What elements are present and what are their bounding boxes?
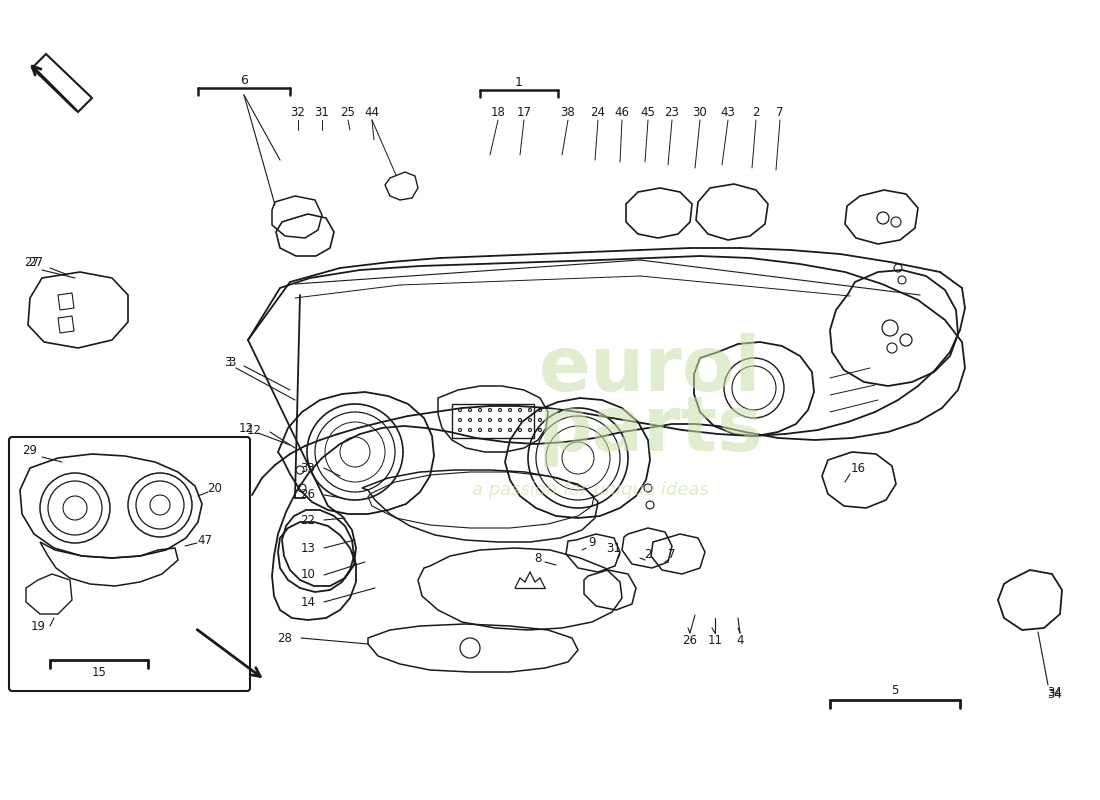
Text: 31: 31 — [606, 542, 621, 554]
Text: 11: 11 — [707, 634, 723, 646]
Text: 38: 38 — [561, 106, 575, 118]
Text: 45: 45 — [640, 106, 656, 118]
Text: 44: 44 — [364, 106, 380, 118]
Text: 46: 46 — [615, 106, 629, 118]
Text: 28: 28 — [277, 631, 293, 645]
Text: 29: 29 — [22, 443, 37, 457]
Text: 9: 9 — [588, 535, 596, 549]
Text: 12: 12 — [239, 422, 253, 434]
Text: 8: 8 — [535, 551, 541, 565]
Text: 20: 20 — [208, 482, 222, 494]
Text: 34: 34 — [1047, 687, 1063, 701]
Text: 2: 2 — [752, 106, 760, 118]
Text: 3: 3 — [229, 355, 235, 369]
Text: 32: 32 — [290, 106, 306, 118]
Text: 19: 19 — [31, 619, 45, 633]
Text: 6: 6 — [240, 74, 248, 86]
Text: parts: parts — [537, 393, 762, 467]
Text: 27: 27 — [24, 255, 40, 269]
Text: 13: 13 — [300, 542, 316, 554]
Text: a passion for unique ideas: a passion for unique ideas — [472, 481, 708, 499]
Text: 27: 27 — [29, 255, 44, 269]
Text: 7: 7 — [669, 547, 675, 561]
FancyBboxPatch shape — [9, 437, 250, 691]
Text: 43: 43 — [720, 106, 736, 118]
Text: 2: 2 — [645, 547, 651, 561]
Text: 26: 26 — [300, 489, 316, 502]
Text: 5: 5 — [891, 683, 899, 697]
Text: 14: 14 — [300, 595, 316, 609]
Text: 25: 25 — [341, 106, 355, 118]
Text: 1: 1 — [515, 75, 522, 89]
Text: 18: 18 — [491, 106, 505, 118]
Text: 10: 10 — [300, 569, 316, 582]
Text: 23: 23 — [664, 106, 680, 118]
Text: 33: 33 — [300, 462, 316, 474]
Text: 24: 24 — [591, 106, 605, 118]
Text: 15: 15 — [91, 666, 107, 678]
Text: 30: 30 — [693, 106, 707, 118]
Text: 26: 26 — [682, 634, 697, 646]
Text: 3: 3 — [224, 355, 232, 369]
Text: 34: 34 — [1047, 686, 1063, 698]
Text: 4: 4 — [736, 634, 744, 646]
Text: 31: 31 — [315, 106, 329, 118]
Text: 7: 7 — [777, 106, 783, 118]
Text: 47: 47 — [198, 534, 212, 546]
Text: 17: 17 — [517, 106, 531, 118]
Text: 16: 16 — [850, 462, 866, 474]
Text: 22: 22 — [300, 514, 316, 526]
Text: 12: 12 — [246, 423, 262, 437]
Text: eurol: eurol — [539, 333, 761, 407]
